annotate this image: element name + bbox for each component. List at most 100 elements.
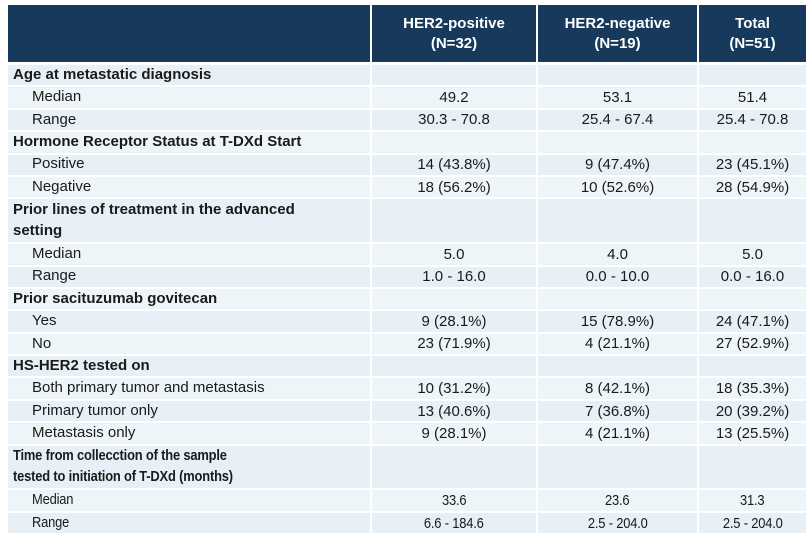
value-cell: 15 (78.9%) — [538, 311, 697, 332]
row-label: Negative — [32, 177, 92, 195]
cell-value: 13 (40.6%) — [417, 402, 491, 420]
value-cell: 7 (36.8%) — [538, 400, 697, 422]
row-label-cell: Prior lines of treatment in the advanced… — [8, 199, 370, 243]
cell-value: 15 (78.9%) — [580, 313, 655, 330]
value-cell: 23 (71.9%) — [372, 333, 536, 355]
cell-value: 7 (36.8%) — [584, 402, 651, 420]
header-cell-empty — [8, 5, 370, 62]
table-row: Prior lines of treatment in the advanced… — [8, 199, 806, 243]
value-cell: 4 (21.1%) — [538, 423, 697, 444]
row-label-cell: Range — [8, 109, 370, 131]
row-label-cell: Yes — [8, 311, 370, 332]
table-row: Range 1.0 - 16.0 0.0 - 10.0 0.0 - 16.0 — [8, 266, 806, 287]
value-cell — [372, 199, 536, 243]
cell-value: 23.6 — [605, 492, 630, 510]
cell-value: 13 (25.5%) — [715, 424, 790, 442]
cell-value: 24 (47.1%) — [715, 313, 790, 330]
value-cell — [372, 356, 536, 377]
cell-value: 8 (42.1%) — [584, 380, 651, 398]
row-label-cell: Median — [8, 87, 370, 108]
row-label: Range — [32, 110, 77, 128]
cell-value: 14 (43.8%) — [417, 156, 491, 174]
cell-value: 27 (52.9%) — [715, 335, 790, 353]
value-cell — [699, 356, 806, 377]
table-row: Age at metastatic diagnosis — [8, 65, 806, 86]
value-cell: 8 (42.1%) — [538, 378, 697, 399]
row-label-cell: Prior sacituzumab govitecan — [8, 288, 370, 310]
cell-value: 2.5 - 204.0 — [587, 514, 648, 532]
value-cell — [538, 288, 697, 310]
cell-value: 9 (28.1%) — [421, 424, 487, 442]
cell-value: 25.4 - 70.8 — [716, 111, 789, 129]
row-label: HS-HER2 tested on — [13, 357, 150, 374]
header-cell-total: Total (N=51) — [699, 5, 806, 62]
value-cell: 5.0 — [372, 244, 536, 265]
row-label-cell: Hormone Receptor Status at T-DXd Start — [8, 132, 370, 153]
table-row: Range 30.3 - 70.8 25.4 - 67.4 25.4 - 70.8 — [8, 109, 806, 131]
value-cell — [699, 65, 806, 86]
row-label: Prior sacituzumab govitecan — [13, 289, 218, 307]
value-cell — [699, 132, 806, 153]
cell-value: 1.0 - 16.0 — [422, 268, 486, 286]
row-label: Range — [32, 513, 70, 531]
characteristics-table: HER2-positive (N=32) HER2-negative (N=19… — [8, 5, 806, 535]
value-cell: 9 (28.1%) — [372, 423, 536, 444]
value-cell: 14 (43.8%) — [372, 154, 536, 175]
table-row: No 23 (71.9%) 4 (21.1%) 27 (52.9%) — [8, 333, 806, 355]
value-cell — [538, 132, 697, 153]
cell-value: 0.0 - 10.0 — [585, 268, 650, 286]
row-label: Range — [32, 267, 77, 285]
row-label: No — [32, 334, 52, 352]
value-cell: 23.6 — [538, 490, 697, 511]
header-cell-her2-negative: HER2-negative (N=19) — [538, 5, 697, 62]
row-label: Yes — [32, 312, 57, 330]
cell-value: 5.0 — [443, 245, 465, 263]
value-cell: 28 (54.9%) — [699, 176, 806, 198]
row-label-cell: Age at metastatic diagnosis — [8, 65, 370, 86]
value-cell: 2.5 - 204.0 — [699, 512, 806, 534]
row-label: Median — [32, 245, 82, 263]
cell-value: 4.0 — [607, 245, 628, 263]
cell-value: 49.2 — [439, 89, 469, 107]
value-cell: 51.4 — [699, 87, 806, 108]
row-label-cell: No — [8, 333, 370, 355]
value-cell: 0.0 - 16.0 — [699, 266, 806, 287]
cell-value: 23 (45.1%) — [715, 156, 790, 174]
column-n: (N=32) — [430, 34, 478, 52]
value-cell: 4 (21.1%) — [538, 333, 697, 355]
cell-value: 2.5 - 204.0 — [722, 514, 783, 532]
value-cell: 25.4 - 70.8 — [699, 109, 806, 131]
table-row: Primary tumor only 13 (40.6%) 7 (36.8%) 20 … — [8, 400, 806, 422]
cell-value: 31.3 — [740, 492, 765, 510]
value-cell: 31.3 — [699, 490, 806, 511]
value-cell: 5.0 — [699, 244, 806, 265]
value-cell: 24 (47.1%) — [699, 311, 806, 332]
table-row: Range 6.6 - 184.6 2.5 - 204.0 2.5 - 204.0 — [8, 512, 806, 534]
cell-value: 23 (71.9%) — [417, 335, 491, 353]
value-cell — [538, 356, 697, 377]
table-row: Both primary tumor and metastasis 10 (31.… — [8, 378, 806, 399]
value-cell — [699, 445, 806, 489]
cell-value: 30.3 - 70.8 — [418, 111, 490, 129]
value-cell — [372, 132, 536, 153]
row-label: Metastasis only — [32, 424, 136, 442]
cell-value: 18 (56.2%) — [417, 178, 491, 196]
row-label: Primary tumor only — [32, 401, 158, 419]
value-cell: 2.5 - 204.0 — [538, 512, 697, 534]
cell-value: 33.6 — [441, 492, 467, 510]
column-n: (N=51) — [729, 34, 776, 52]
cell-value: 51.4 — [737, 89, 768, 107]
cell-value: 4 (21.1%) — [584, 424, 651, 442]
table-header-row: HER2-positive (N=32) HER2-negative (N=19… — [8, 5, 806, 62]
cell-value: 25.4 - 67.4 — [581, 111, 654, 129]
table-row: Median 5.0 4.0 5.0 — [8, 244, 806, 265]
cell-value: 9 (28.1%) — [421, 313, 487, 330]
cell-value: 4 (21.1%) — [584, 335, 651, 353]
column-title: Total — [735, 14, 770, 32]
row-label: Positive — [32, 155, 85, 173]
value-cell — [372, 445, 536, 489]
value-cell: 9 (47.4%) — [538, 154, 697, 175]
value-cell — [699, 199, 806, 243]
value-cell: 20 (39.2%) — [699, 400, 806, 422]
cell-value: 10 (31.2%) — [417, 380, 491, 398]
